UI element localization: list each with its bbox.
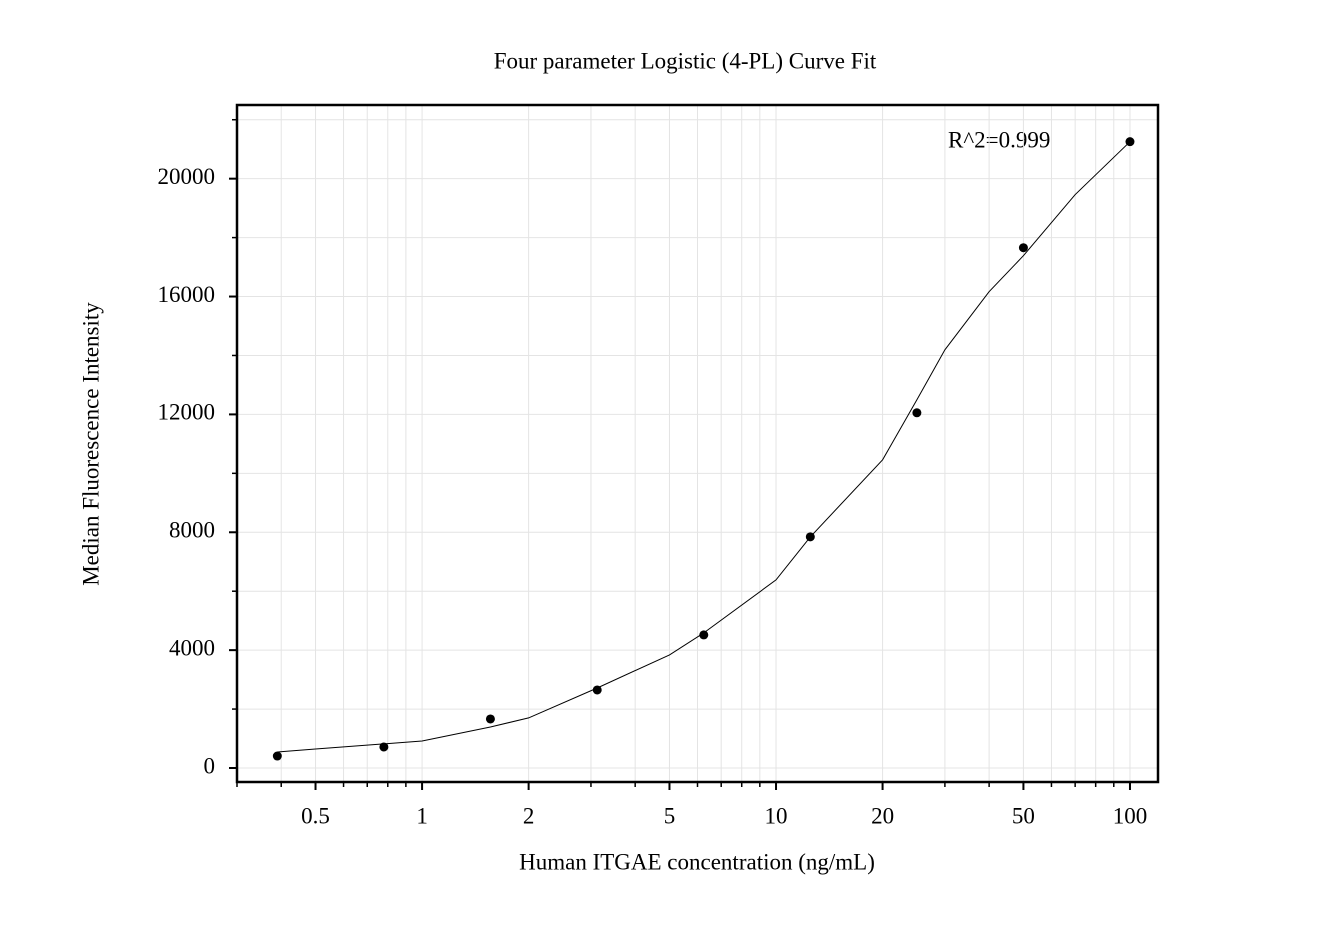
data-point <box>272 751 282 761</box>
data-point <box>1125 137 1135 147</box>
y-tick-label: 0 <box>204 753 216 778</box>
x-tick-label: 1 <box>416 803 428 828</box>
x-tick-label: 0.5 <box>301 803 330 828</box>
x-tick-label: 10 <box>765 803 788 828</box>
x-tick-label: 100 <box>1113 803 1148 828</box>
data-point <box>805 532 815 542</box>
x-tick-label: 50 <box>1012 803 1035 828</box>
y-tick-label: 20000 <box>158 164 216 189</box>
data-point <box>1018 243 1028 253</box>
x-tick-label: 20 <box>871 803 894 828</box>
data-point <box>592 685 602 695</box>
y-axis-label: Median Fluorescence Intensity <box>78 302 103 586</box>
y-tick-label: 4000 <box>169 635 215 660</box>
y-tick-label: 8000 <box>169 518 215 543</box>
x-axis-label: Human ITGAE concentration (ng/mL) <box>519 849 875 874</box>
fit-curve <box>277 141 1131 753</box>
y-tick-label: 12000 <box>158 400 216 425</box>
annotation: R^2=0.999 <box>948 127 1050 152</box>
data-point <box>379 742 389 752</box>
x-tick-label: 5 <box>664 803 676 828</box>
x-tick-label: 2 <box>523 803 535 828</box>
data-point <box>912 408 922 418</box>
data-point <box>485 714 495 724</box>
chart-title: Four parameter Logistic (4-PL) Curve Fit <box>494 48 877 73</box>
y-tick-label: 16000 <box>158 282 216 307</box>
data-point <box>699 630 709 640</box>
